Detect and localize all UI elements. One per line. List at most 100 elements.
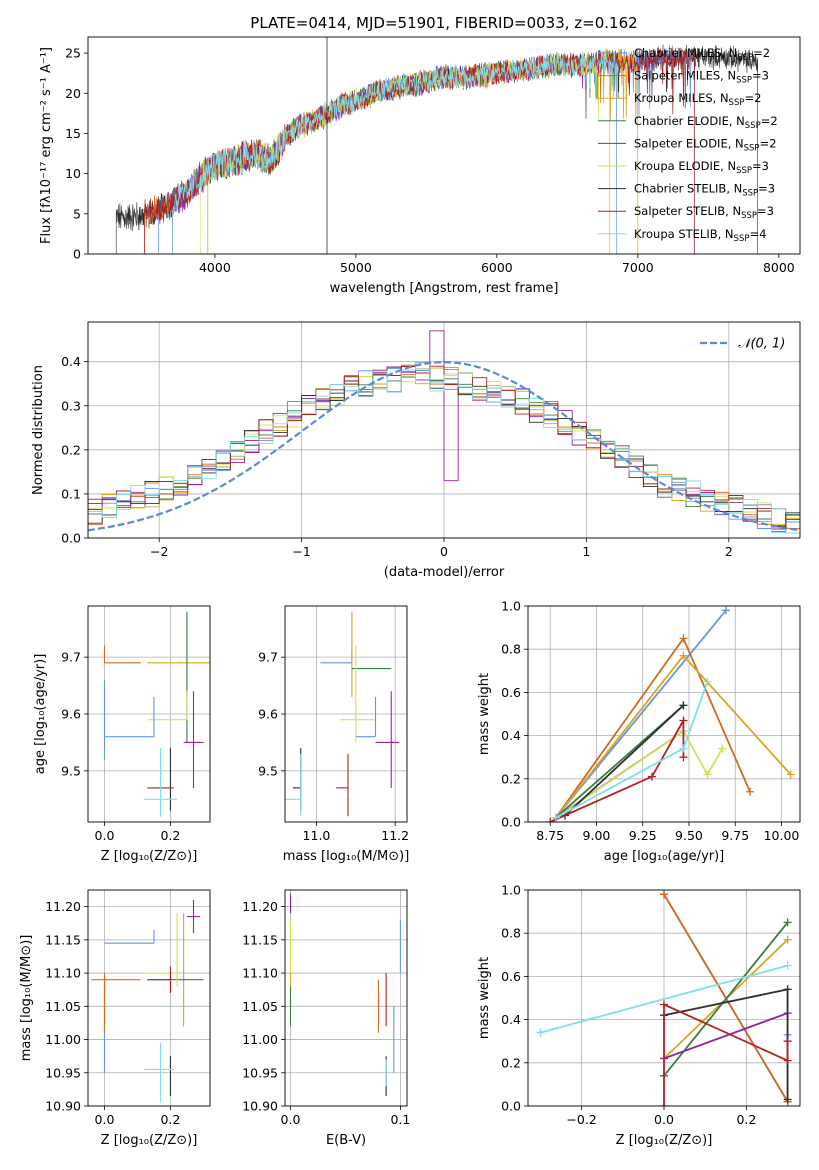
mass_vs_Z-plot-area	[91, 899, 204, 1103]
y-tick-label: 9.6	[61, 707, 81, 722]
errorbar-point	[147, 966, 171, 994]
mass-weight-series-6	[663, 988, 789, 1100]
plus-marker	[660, 890, 668, 899]
plus-marker	[647, 772, 656, 781]
mass-weight-series-1	[555, 636, 751, 819]
plus-marker	[746, 787, 755, 796]
y-tick-label: 10.95	[242, 1065, 278, 1080]
mass_weight_vs_Z-panel: −0.2 0.0 0.2 0.0 0.2 0.4 0.6 0.8 1.0 Z [log₁₀(Z/Z…	[477, 883, 801, 1148]
plus-marker	[660, 1000, 668, 1009]
y-tick-label: 0.6	[501, 969, 521, 984]
x-tick-label: 0.2	[160, 828, 180, 843]
residuals-axes: −2 −1 0 1 2 0.0 0.1 0.2 0.3 0.4 (data-model)/error…	[31, 321, 801, 580]
y-tick-label: 1.0	[501, 883, 521, 898]
age_vs_Z-plot-area	[103, 611, 210, 817]
y-tick-label: 0.6	[501, 685, 521, 700]
y-tick-label: 0.2	[61, 442, 81, 457]
y-tick-label: 11.05	[45, 999, 81, 1014]
plus-marker	[660, 1102, 668, 1106]
plus-marker	[783, 935, 792, 944]
x-tick-label: 11.0	[303, 828, 331, 843]
errorbar-point	[103, 645, 141, 664]
y-tick-label: 0.8	[501, 642, 521, 657]
y-tick-label: 11.00	[242, 1032, 278, 1047]
y-tick-label: 15	[65, 126, 81, 141]
y-tick-label: 0.1	[61, 486, 81, 501]
x-tick-label: 9.00	[583, 828, 611, 843]
y-tick-label: 0	[73, 247, 81, 262]
mass_weight_vs_age-axes: 8.75 9.00 9.25 9.50 9.75 10.00 0.0 0.2 0.4 0.6 0.8…	[477, 599, 801, 864]
x-axis-label: mass [log₁₀(M/M⊙)]	[283, 849, 410, 864]
y-tick-label: 20	[65, 86, 81, 101]
errorbar-point	[144, 748, 178, 817]
residuals-plot-area	[88, 330, 800, 538]
x-axis-label: E(B-V)	[326, 1133, 366, 1148]
age_vs_mass-plot-area	[285, 611, 400, 817]
y-axis-label: Flux [fλ10⁻¹⁷ erg cm⁻² s⁻¹ A⁻¹]	[39, 47, 54, 244]
y-tick-label: 9.7	[61, 650, 81, 665]
mass-weight-series-8	[540, 964, 788, 1034]
axes-frame	[87, 36, 801, 255]
x-tick-label: 0.0	[95, 1112, 115, 1127]
y-tick-label: 0.0	[61, 531, 81, 546]
age_vs_Z-panel: 0.0 0.2 9.5 9.6 9.7 Z [log₁₀(Z/Z⊙)] age [log₁₀…	[33, 605, 211, 864]
hist-series-8	[88, 362, 800, 538]
age_vs_mass-axes: 11.0 11.2 9.5 9.6 9.7 mass [log₁₀(M/M⊙)]	[258, 605, 410, 864]
mass_vs_ebv-plot-area	[289, 893, 401, 1097]
errorbar-point	[183, 691, 204, 788]
legend-entry: Chabrier ELODIE, NSSP=2	[634, 114, 778, 131]
x-tick-label: 0.0	[281, 1112, 301, 1127]
x-tick-label: 0.1	[390, 1112, 410, 1127]
errorbar-point	[336, 753, 349, 817]
y-tick-label: 0.0	[501, 1099, 521, 1114]
x-tick-label: 6000	[481, 260, 513, 275]
mass_vs_Z-panel: 0.0 0.2 10.90 10.95 11.00 11.05 11.10 11.15 11.2…	[19, 889, 211, 1148]
plus-marker	[783, 1095, 792, 1104]
legend-entry: Salpeter ELODIE, NSSP=2	[634, 136, 777, 153]
age_vs_Z-axes: 0.0 0.2 9.5 9.6 9.7 Z [log₁₀(Z/Z⊙)] age [log₁₀…	[33, 605, 211, 864]
plus-marker	[703, 770, 712, 779]
y-tick-label: 0.4	[501, 1012, 521, 1027]
errorbar-point	[355, 696, 377, 738]
x-tick-label: 2	[725, 544, 733, 559]
y-axis-label: Normed distribution	[31, 365, 46, 495]
y-axis-label: mass [log₁₀(M/M⊙)]	[19, 935, 34, 1062]
y-tick-label: 0.2	[501, 1055, 521, 1070]
legend-entry: Salpeter MILES, NSSP=3	[634, 69, 769, 86]
plus-marker	[679, 753, 688, 762]
mass-weight-series-7	[549, 717, 685, 822]
mass_weight_vs_age-plot-area	[546, 606, 795, 822]
x-tick-label: 0.0	[95, 828, 115, 843]
y-tick-label: 11.15	[45, 932, 81, 947]
x-tick-label: 9.75	[721, 828, 749, 843]
legend-entry: Salpeter STELIB, NSSP=3	[634, 204, 774, 221]
y-tick-label: 11.20	[45, 899, 81, 914]
y-tick-label: 0.4	[61, 354, 81, 369]
plus-marker	[551, 813, 560, 822]
x-tick-label: 7000	[622, 260, 654, 275]
mass_weight_vs_Z-axes: −0.2 0.0 0.2 0.0 0.2 0.4 0.6 0.8 1.0 Z [log₁₀(Z/Z…	[477, 883, 801, 1148]
y-tick-label: 9.5	[61, 763, 81, 778]
x-axis-label: age [log₁₀(age/yr)]	[604, 849, 725, 864]
x-tick-label: 0	[440, 544, 448, 559]
mass_vs_ebv-axes: 0.0 0.1 10.90 10.95 11.00 11.05 11.10 11.15 11.2…	[242, 889, 410, 1148]
y-tick-label: 11.20	[242, 899, 278, 914]
axes-frame	[284, 889, 408, 1107]
x-tick-label: 11.2	[381, 828, 409, 843]
mass-weight-series-5	[549, 730, 724, 822]
plus-marker	[721, 606, 730, 615]
age_vs_mass-panel: 11.0 11.2 9.5 9.6 9.7 mass [log₁₀(M/M⊙)]	[258, 605, 410, 864]
y-tick-label: 5	[73, 206, 81, 221]
y-axis-label: mass weight	[477, 673, 492, 755]
errorbar-point	[285, 753, 302, 817]
axes-frame	[87, 889, 211, 1107]
x-axis-label: (data-model)/error	[384, 565, 505, 580]
y-tick-label: 10.90	[45, 1099, 81, 1114]
plus-marker	[786, 770, 795, 779]
spectrum-panel: 4000 5000 6000 7000 8000 0 5 10 15 20 25 wavelength…	[39, 14, 801, 296]
mass_vs_ebv-panel: 0.0 0.1 10.90 10.95 11.00 11.05 11.10 11.15 11.2…	[242, 889, 410, 1148]
mass-weight-series-7	[663, 1003, 789, 1106]
errorbar-point	[340, 645, 376, 743]
x-tick-label: 9.50	[675, 828, 703, 843]
